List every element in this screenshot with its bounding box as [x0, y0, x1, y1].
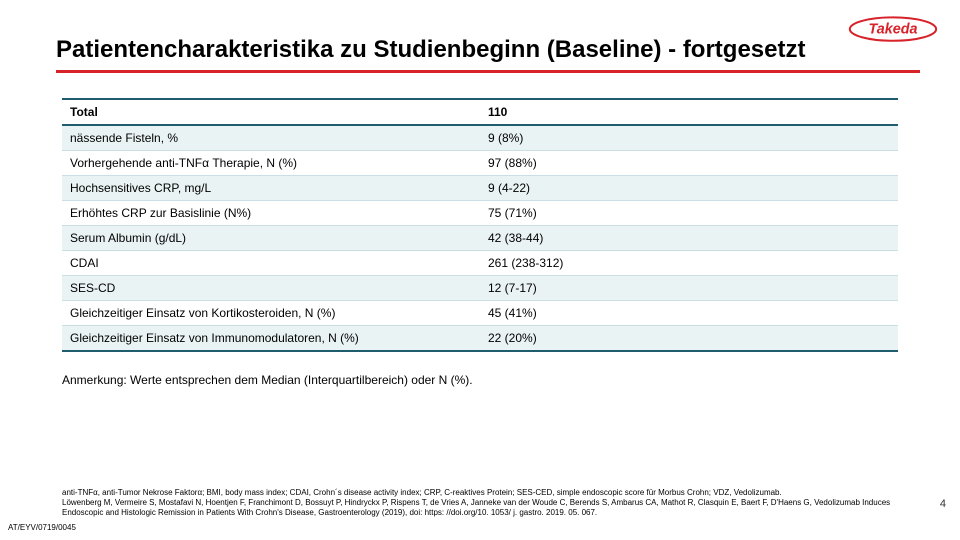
- row-label: Erhöhtes CRP zur Basislinie (N%): [62, 201, 480, 226]
- row-label: Vorhergehende anti-TNFα Therapie, N (%): [62, 151, 480, 176]
- row-value: 45 (41%): [480, 301, 898, 326]
- page-title: Patientencharakteristika zu Studienbegin…: [56, 36, 920, 73]
- table-header-row: Total 110: [62, 99, 898, 125]
- row-label: SES-CD: [62, 276, 480, 301]
- table-row: nässende Fisteln, %9 (8%): [62, 125, 898, 151]
- row-value: 9 (8%): [480, 125, 898, 151]
- table-row: Hochsensitives CRP, mg/L9 (4-22): [62, 176, 898, 201]
- row-value: 261 (238-312): [480, 251, 898, 276]
- table-row: Gleichzeitiger Einsatz von Kortikosteroi…: [62, 301, 898, 326]
- row-value: 75 (71%): [480, 201, 898, 226]
- table-header-label: Total: [62, 99, 480, 125]
- row-label: Gleichzeitiger Einsatz von Kortikosteroi…: [62, 301, 480, 326]
- baseline-table: Total 110 nässende Fisteln, %9 (8%)Vorhe…: [62, 98, 898, 352]
- row-label: nässende Fisteln, %: [62, 125, 480, 151]
- row-label: CDAI: [62, 251, 480, 276]
- page-number: 4: [940, 498, 946, 510]
- note-text: Anmerkung: Werte entsprechen dem Median …: [62, 373, 898, 387]
- table-row: Erhöhtes CRP zur Basislinie (N%)75 (71%): [62, 201, 898, 226]
- row-value: 22 (20%): [480, 326, 898, 352]
- row-value: 12 (7-17): [480, 276, 898, 301]
- row-value: 97 (88%): [480, 151, 898, 176]
- row-value: 42 (38-44): [480, 226, 898, 251]
- approval-code: AT/EYV/0719/0045: [8, 523, 76, 532]
- footnote-abbrev: anti-TNFα, anti-Tumor Nekrose Faktorα; B…: [62, 488, 782, 497]
- table-header-value: 110: [480, 99, 898, 125]
- row-label: Gleichzeitiger Einsatz von Immunomodulat…: [62, 326, 480, 352]
- row-label: Hochsensitives CRP, mg/L: [62, 176, 480, 201]
- table-row: CDAI261 (238-312): [62, 251, 898, 276]
- table-row: Vorhergehende anti-TNFα Therapie, N (%)9…: [62, 151, 898, 176]
- table-row: Gleichzeitiger Einsatz von Immunomodulat…: [62, 326, 898, 352]
- table-row: SES-CD12 (7-17): [62, 276, 898, 301]
- table-row: Serum Albumin (g/dL)42 (38-44): [62, 226, 898, 251]
- row-value: 9 (4-22): [480, 176, 898, 201]
- row-label: Serum Albumin (g/dL): [62, 226, 480, 251]
- footnote-citation: Löwenberg M, Vermeire S, Mostafavi N, Ho…: [62, 498, 890, 517]
- footnote-block: anti-TNFα, anti-Tumor Nekrose Faktorα; B…: [62, 488, 898, 518]
